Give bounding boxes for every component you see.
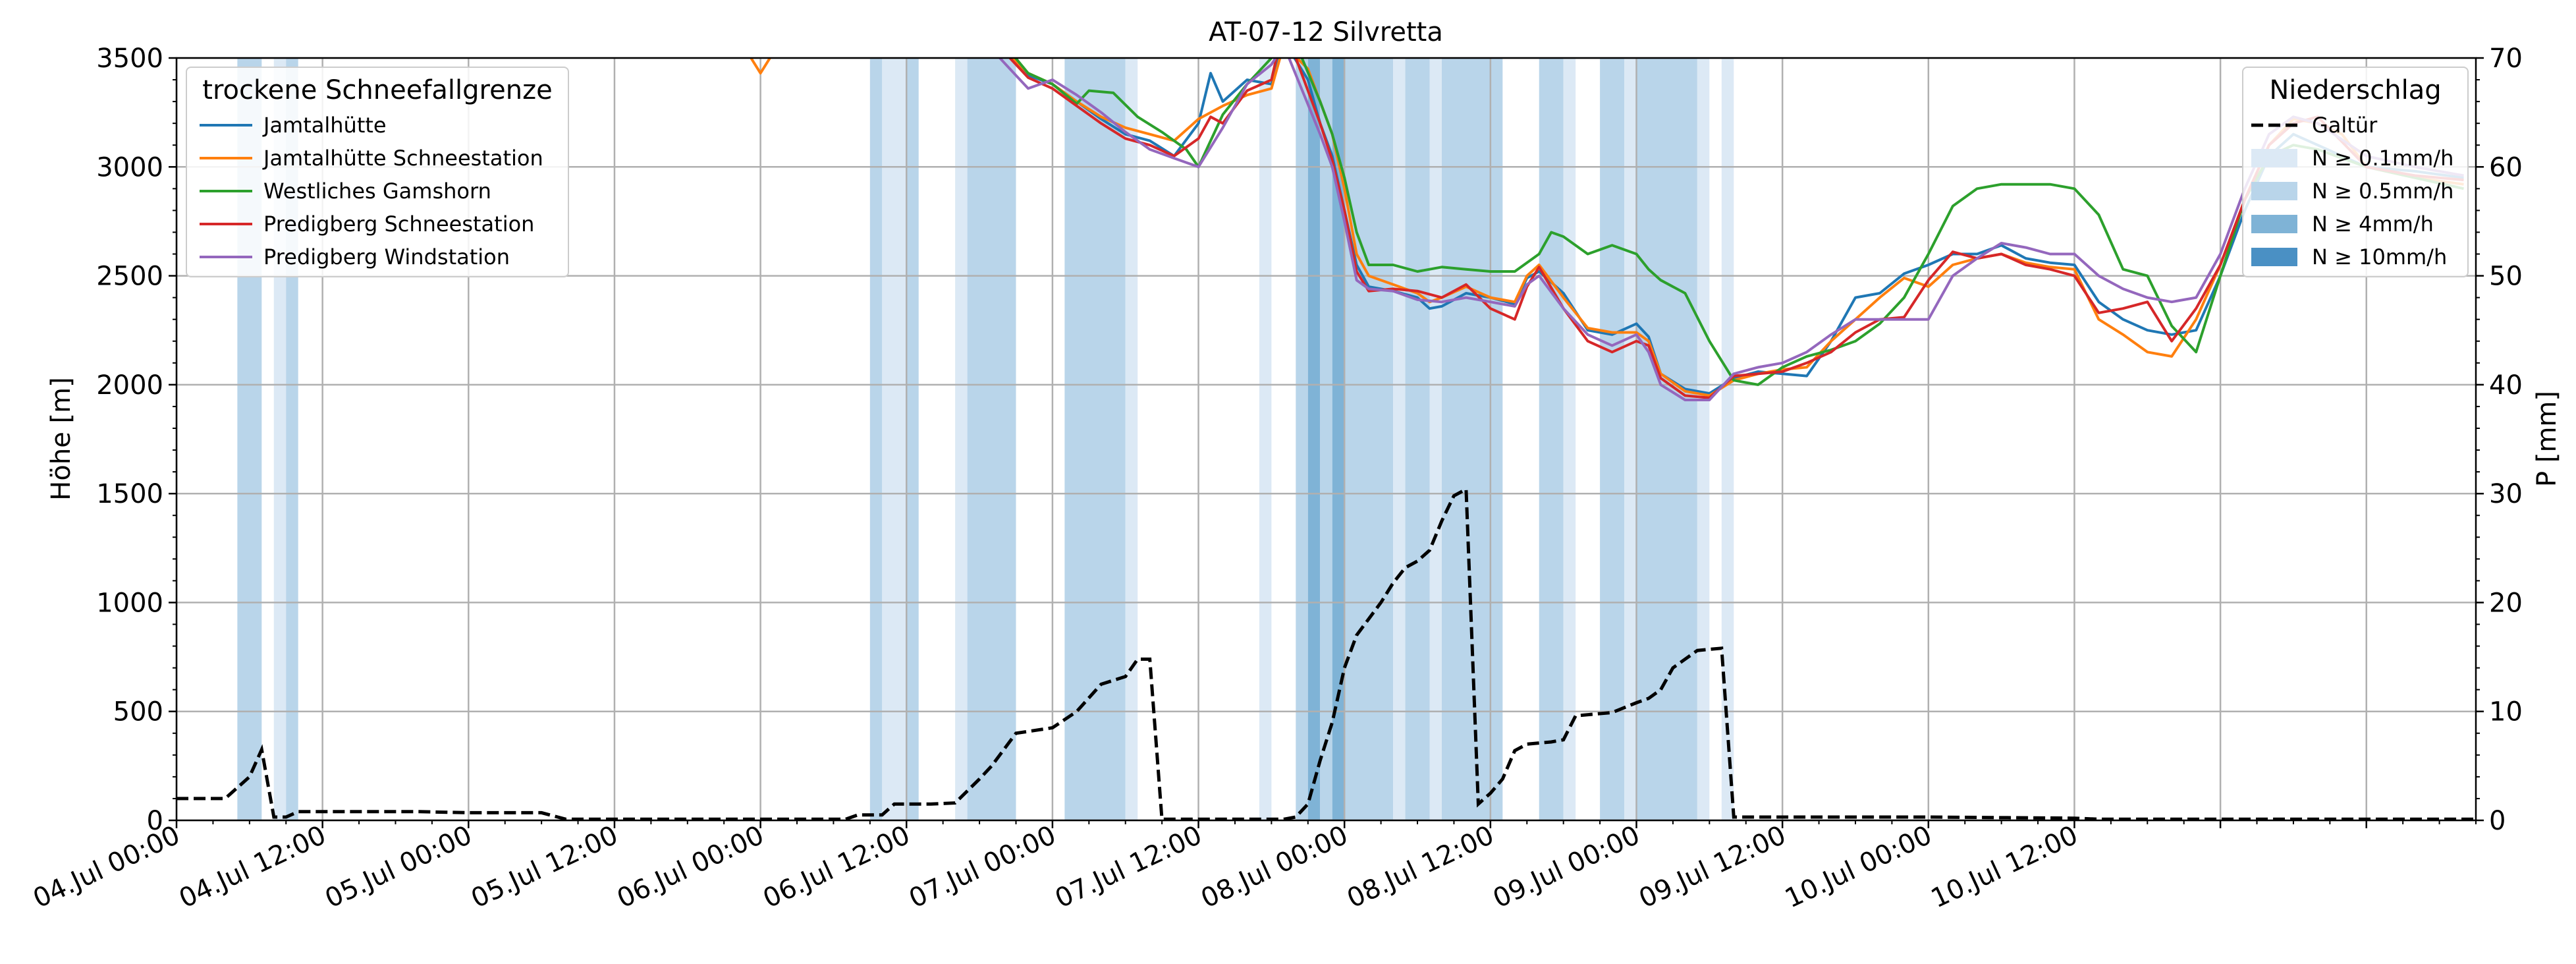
- y-tick-label-4: 2000: [96, 370, 163, 401]
- precip-band-9: [1125, 58, 1138, 820]
- plot-frame: [175, 57, 2477, 822]
- y-tick-label-2: 1000: [96, 588, 163, 618]
- precip-band-14: [1332, 58, 1345, 820]
- legend-precip-label-0: Galtür: [2312, 113, 2378, 138]
- snowline-series: [749, 58, 2464, 401]
- legend-precip-label-1: N ≥ 0.1mm/h: [2312, 146, 2453, 171]
- y-axis-left: 0 500 1000 1500 2000 2500 3000 3500: [96, 43, 177, 836]
- y-tick-label-7: 3500: [96, 43, 163, 74]
- legend-precip-label-4: N ≥ 10mm/h: [2312, 244, 2447, 269]
- legend-snowline: trockene Schneefallgrenze JamtalhütteJam…: [186, 67, 569, 277]
- legend-snowline-title: trockene Schneefallgrenze: [202, 75, 552, 105]
- legend-precip-swatch-2: [2251, 182, 2297, 200]
- precip-band-20: [1539, 58, 1564, 820]
- precip-band-11: [1296, 58, 1308, 820]
- precip-band-18: [1429, 58, 1442, 820]
- y-axis-label: Höhe [m]: [46, 377, 76, 500]
- precip-band-21: [1563, 58, 1576, 820]
- series-line-2: [1014, 58, 2464, 386]
- precip-band-19: [1441, 58, 1503, 820]
- y2-tick-label-0: 0: [2489, 806, 2506, 836]
- y2-axis-label: P [mm]: [2532, 391, 2562, 487]
- precip-band-17: [1405, 58, 1430, 820]
- y-tick-label-1: 500: [113, 697, 163, 727]
- precip-band-15: [1344, 58, 1394, 820]
- precip-band-5: [906, 58, 919, 820]
- precip-band-13: [1320, 58, 1332, 820]
- precip-band-10: [1259, 58, 1272, 820]
- y2-tick-label-1: 10: [2489, 697, 2523, 727]
- y-tick-label-6: 3000: [96, 152, 163, 183]
- precip-band-16: [1393, 58, 1406, 820]
- series-line-4: [998, 58, 2464, 401]
- legend-precip-swatch-3: [2251, 215, 2297, 233]
- y-tick-label-0: 0: [147, 806, 163, 836]
- precip-band-24: [1636, 58, 1697, 820]
- y2-tick-label-3: 30: [2489, 479, 2523, 509]
- precipitation-series: [177, 486, 2476, 821]
- precip-band-12: [1307, 58, 1321, 820]
- y-tick-label-3: 1500: [96, 479, 163, 509]
- chart-title: AT-07-12 Silvretta: [1209, 17, 1443, 47]
- precip-band-8: [1064, 58, 1126, 820]
- y-tick-label-5: 2500: [96, 262, 163, 292]
- legend-label-3: Predigberg Schneestation: [263, 212, 534, 237]
- precip-band-7: [967, 58, 1016, 820]
- y2-tick-label-2: 20: [2489, 588, 2523, 618]
- precip-band-25: [1697, 58, 1710, 820]
- precip-band-23: [1624, 58, 1637, 820]
- legend-snowline-entries: Jamtalhütte Jamtalhütte Schneestation West…: [200, 113, 543, 269]
- legend-precip-swatch-4: [2251, 248, 2297, 266]
- series-line-1: [749, 58, 2464, 397]
- y-axis-right: 0 10 20 30 40 50 60 70: [2476, 43, 2523, 836]
- precip-band-3: [869, 58, 883, 820]
- y2-tick-label-7: 70: [2489, 43, 2523, 74]
- legend-precipitation-box: [2242, 67, 2469, 277]
- legend-precip-label-2: N ≥ 0.5mm/h: [2312, 179, 2453, 204]
- legend-snowline-box: [186, 67, 569, 277]
- precip-band-22: [1600, 58, 1625, 820]
- legend-label-0: Jamtalhütte: [262, 113, 387, 138]
- legend-precip-label-3: N ≥ 4mm/h: [2312, 212, 2434, 237]
- y2-tick-label-4: 40: [2489, 370, 2523, 401]
- precip-band-4: [882, 58, 907, 820]
- legend-precip-swatch-1: [2251, 149, 2297, 167]
- legend-precipitation: Niederschlag Galtür N ≥ 0.1mm/h N ≥ 0.5mm/…: [2242, 67, 2469, 277]
- legend-label-1: Jamtalhütte Schneestation: [262, 146, 543, 171]
- y2-tick-label-5: 50: [2489, 262, 2523, 292]
- series-line-0: [1012, 58, 2464, 395]
- y2-tick-label-6: 60: [2489, 152, 2523, 183]
- legend-precipitation-entries: Galtür N ≥ 0.1mm/h N ≥ 0.5mm/h N ≥ 4mm/h N ≥…: [2251, 113, 2453, 269]
- precip-band-26: [1721, 58, 1734, 820]
- legend-precipitation-title: Niederschlag: [2269, 75, 2441, 105]
- legend-label-4: Predigberg Windstation: [263, 244, 510, 269]
- precip-band-6: [955, 58, 968, 820]
- precip-line-galtuer: [177, 486, 2476, 821]
- legend-label-2: Westliches Gamshorn: [263, 179, 491, 204]
